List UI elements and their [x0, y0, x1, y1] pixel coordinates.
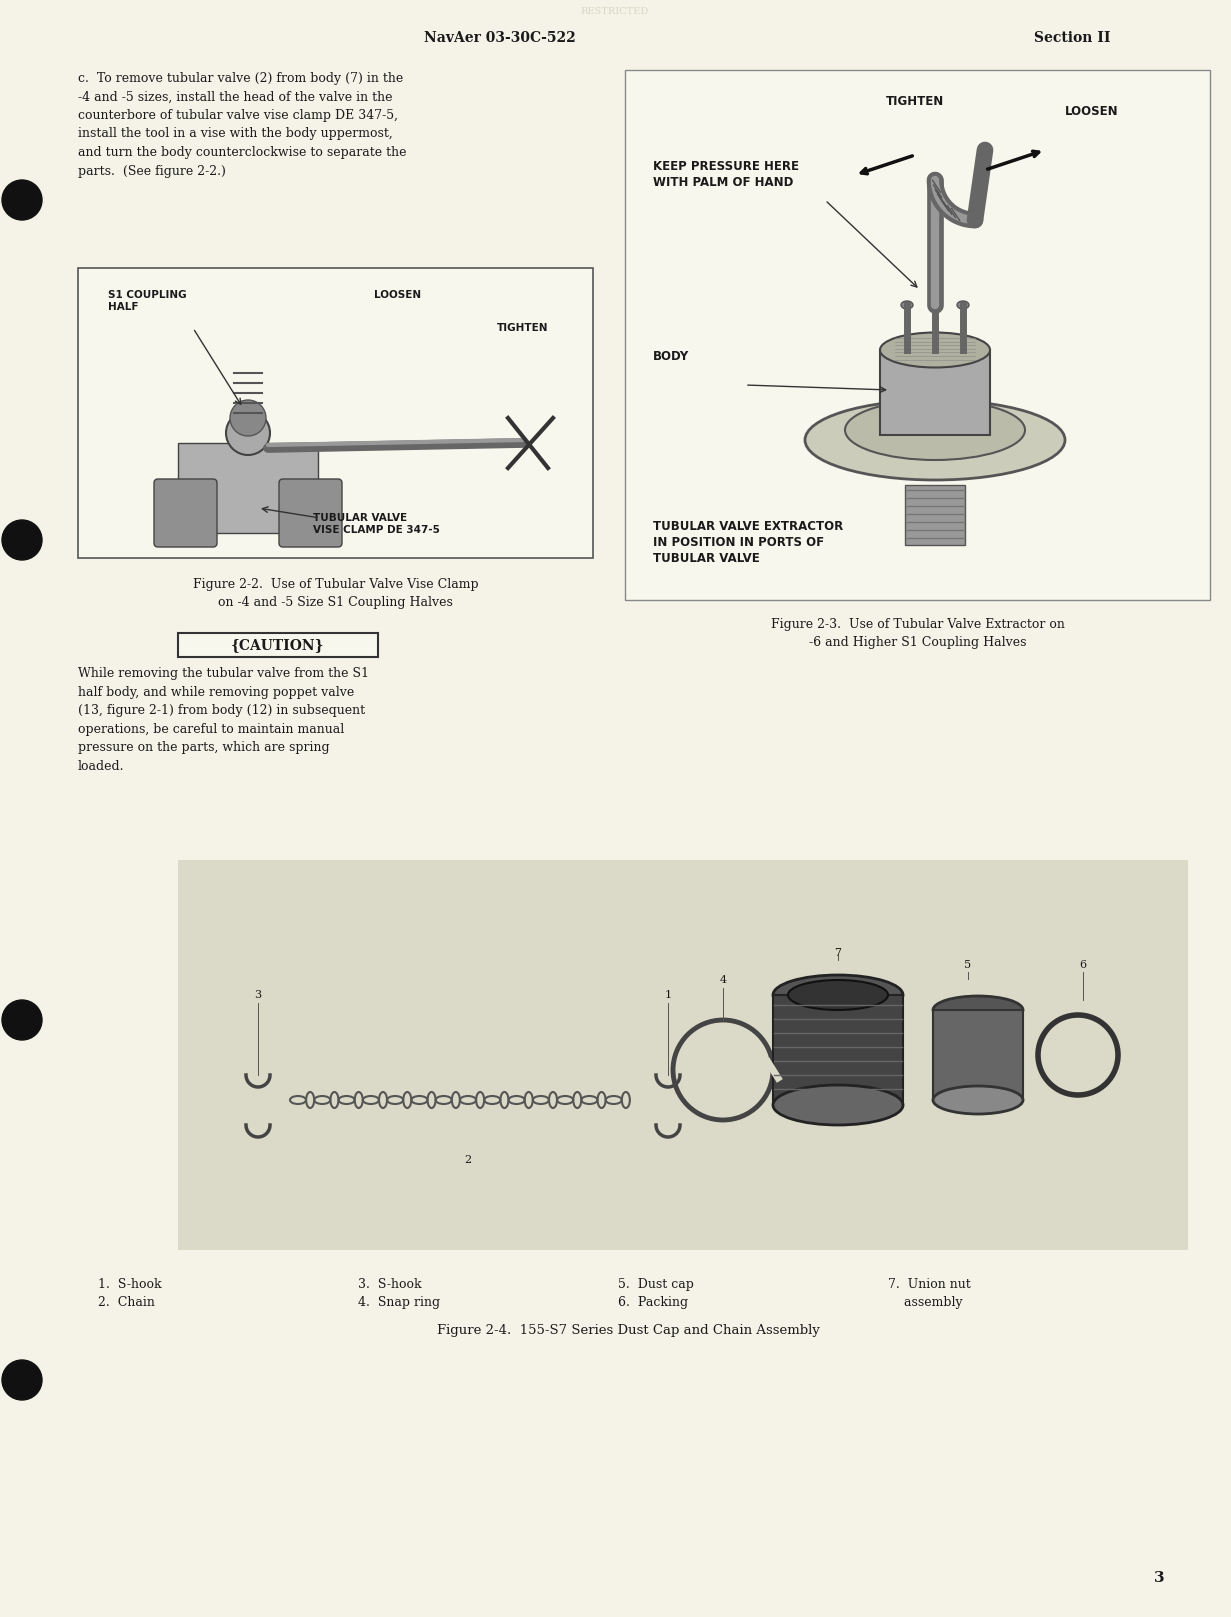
Circle shape [2, 1360, 42, 1400]
Bar [178, 632, 378, 657]
Text: NavAer 03-30C-522: NavAer 03-30C-522 [425, 31, 576, 45]
Ellipse shape [929, 301, 940, 309]
Text: TUBULAR VALVE EXTRACTOR
IN POSITION IN PORTS OF
TUBULAR VALVE: TUBULAR VALVE EXTRACTOR IN POSITION IN P… [652, 521, 843, 564]
Ellipse shape [880, 333, 990, 367]
Text: TIGHTEN: TIGHTEN [497, 323, 549, 333]
Text: 3.  S-hook: 3. S-hook [358, 1277, 422, 1290]
Ellipse shape [788, 980, 888, 1011]
Circle shape [2, 521, 42, 559]
Text: While removing the tubular valve from the S1
half body, and while removing poppe: While removing the tubular valve from th… [78, 666, 369, 773]
FancyBboxPatch shape [279, 479, 342, 547]
Text: on -4 and -5 Size S1 Coupling Halves: on -4 and -5 Size S1 Coupling Halves [218, 597, 453, 610]
Bar [880, 349, 990, 435]
Text: {CAUTION}: {CAUTION} [231, 639, 325, 652]
Text: 7.  Union nut: 7. Union nut [888, 1277, 971, 1290]
Text: LOOSEN: LOOSEN [1065, 105, 1119, 118]
Text: 3: 3 [255, 990, 261, 999]
Text: 2.  Chain: 2. Chain [98, 1295, 155, 1310]
Text: -6 and Higher S1 Coupling Halves: -6 and Higher S1 Coupling Halves [809, 635, 1027, 648]
Bar [78, 268, 593, 558]
Circle shape [227, 411, 270, 454]
Circle shape [2, 999, 42, 1040]
Text: S1 COUPLING
HALF: S1 COUPLING HALF [108, 289, 187, 312]
Text: 2: 2 [464, 1155, 471, 1164]
Text: BODY: BODY [652, 349, 689, 362]
Text: Figure 2-3.  Use of Tubular Valve Extractor on: Figure 2-3. Use of Tubular Valve Extract… [771, 618, 1065, 631]
Ellipse shape [844, 399, 1025, 459]
Ellipse shape [901, 301, 913, 309]
Text: 5: 5 [964, 960, 971, 970]
Bar [178, 860, 1188, 1250]
Text: 1: 1 [665, 990, 672, 999]
Ellipse shape [773, 1085, 904, 1125]
Text: 6: 6 [1080, 960, 1087, 970]
Ellipse shape [773, 975, 904, 1015]
Text: Figure 2-4.  155-S7 Series Dust Cap and Chain Assembly: Figure 2-4. 155-S7 Series Dust Cap and C… [437, 1324, 820, 1337]
Ellipse shape [933, 996, 1023, 1024]
Text: 4.  Snap ring: 4. Snap ring [358, 1295, 441, 1310]
Bar [178, 443, 318, 534]
Text: TUBULAR VALVE
VISE CLAMP DE 347-5: TUBULAR VALVE VISE CLAMP DE 347-5 [313, 513, 439, 535]
Text: RESTRICTED: RESTRICTED [581, 8, 649, 16]
Text: LOOSEN: LOOSEN [374, 289, 421, 301]
Text: 3: 3 [1155, 1572, 1165, 1585]
Circle shape [230, 399, 266, 437]
Text: 4: 4 [719, 975, 726, 985]
Text: assembly: assembly [888, 1295, 963, 1310]
Text: 1.  S-hook: 1. S-hook [98, 1277, 161, 1290]
Text: c.  To remove tubular valve (2) from body (7) in the
-4 and -5 sizes, install th: c. To remove tubular valve (2) from body… [78, 73, 406, 178]
Ellipse shape [933, 1087, 1023, 1114]
Text: TIGHTEN: TIGHTEN [886, 95, 944, 108]
Bar [905, 485, 965, 545]
Circle shape [2, 179, 42, 220]
Bar [625, 70, 1210, 600]
FancyBboxPatch shape [154, 479, 217, 547]
Text: 7: 7 [835, 948, 842, 957]
Ellipse shape [956, 301, 969, 309]
Ellipse shape [805, 399, 1065, 480]
Text: Figure 2-2.  Use of Tubular Valve Vise Clamp: Figure 2-2. Use of Tubular Valve Vise Cl… [193, 577, 479, 590]
Bar [933, 1011, 1023, 1100]
Bar [773, 994, 904, 1104]
Text: 5.  Dust cap: 5. Dust cap [618, 1277, 694, 1290]
Text: Section II: Section II [1034, 31, 1110, 45]
Text: KEEP PRESSURE HERE
WITH PALM OF HAND: KEEP PRESSURE HERE WITH PALM OF HAND [652, 160, 799, 189]
Text: 6.  Packing: 6. Packing [618, 1295, 688, 1310]
